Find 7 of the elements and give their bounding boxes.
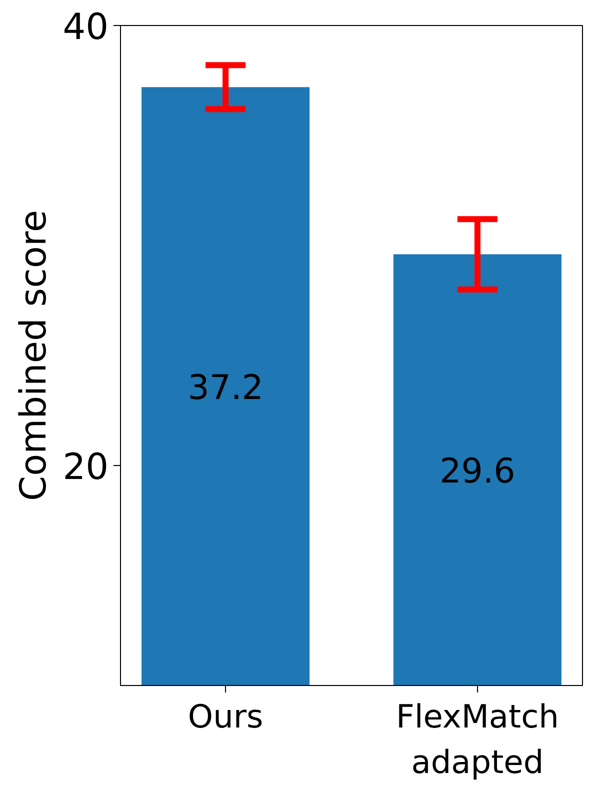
y-tick-label: 20 — [62, 447, 109, 488]
y-axis-title: Combined score — [14, 210, 55, 502]
x-tick-label: Ours — [188, 698, 264, 736]
x-tick-label: FlexMatch adapted — [396, 698, 559, 782]
data-label: 37.2 — [188, 368, 264, 408]
data-label: 29.6 — [440, 451, 516, 492]
y-tick-label: 40 — [62, 7, 109, 48]
